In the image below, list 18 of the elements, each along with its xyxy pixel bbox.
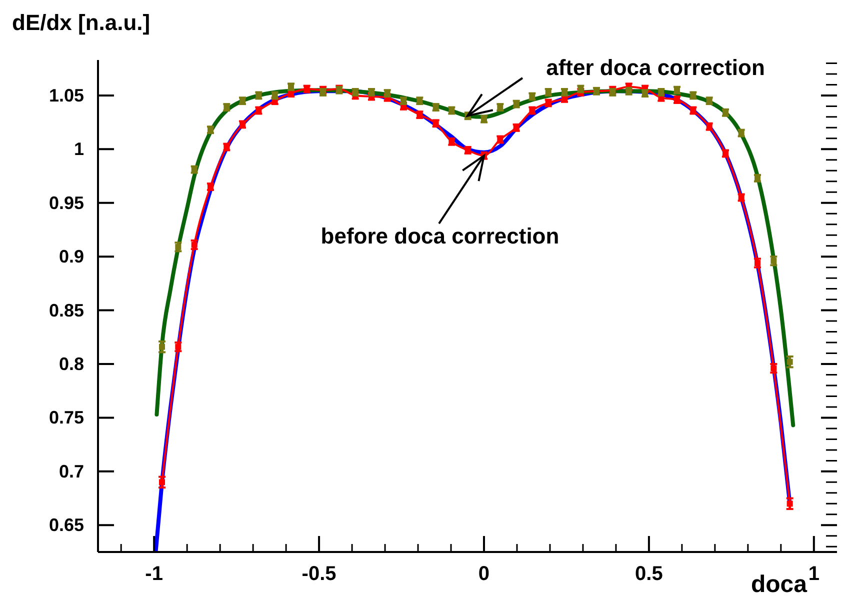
- x-axis-title: doca: [750, 571, 808, 598]
- y-tick-label: 0.9: [58, 246, 84, 267]
- y-tick-label: 0.7: [58, 461, 84, 482]
- x-tick-label: -0.5: [302, 563, 336, 585]
- y-tick-label: 0.65: [48, 515, 84, 536]
- x-tick-label: -1: [145, 563, 163, 585]
- annotation: before doca correction: [320, 224, 560, 249]
- annotation: after doca correction: [546, 55, 765, 80]
- x-tick-label: 0.5: [635, 563, 663, 585]
- y-axis-title: dE/dx [n.a.u.]: [12, 10, 150, 35]
- x-tick-label: 1: [808, 563, 820, 585]
- x-tick-label: 0: [478, 563, 490, 585]
- y-tick-label: 1: [74, 139, 84, 160]
- y-tick-label: 0.75: [48, 408, 84, 428]
- y-tick-label: 0.8: [58, 354, 84, 374]
- y-tick-label: 0.85: [48, 300, 84, 320]
- y-tick-label: 0.95: [48, 192, 84, 213]
- y-tick-label: 1.05: [48, 85, 84, 106]
